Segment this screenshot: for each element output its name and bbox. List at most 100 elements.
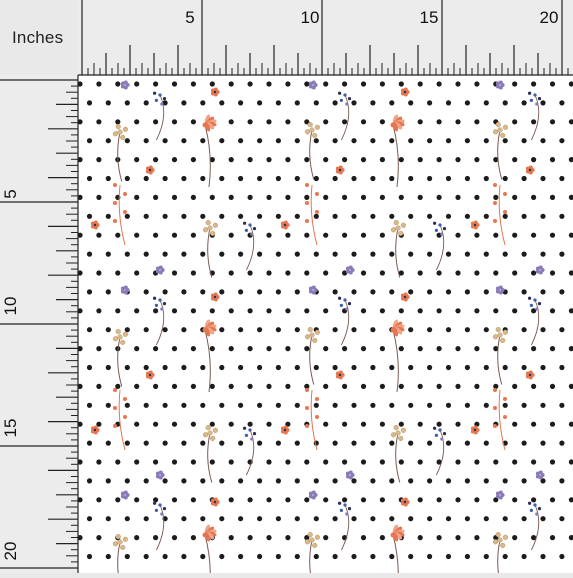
flower-center <box>390 532 396 538</box>
polka-dot <box>379 194 385 200</box>
tiny-blossom <box>158 503 162 507</box>
polka-dot <box>294 440 300 446</box>
polka-dot <box>247 119 253 125</box>
flower-stem <box>310 184 318 246</box>
lavender-petal <box>495 494 500 499</box>
polka-dot <box>228 383 234 389</box>
lavender-petal <box>495 289 500 294</box>
tiny-blossom <box>432 221 437 225</box>
polka-dot <box>436 346 442 352</box>
polka-dot <box>134 383 140 389</box>
polka-dot <box>398 81 404 87</box>
polka-dot <box>408 402 414 408</box>
polka-dot <box>398 346 404 352</box>
polka-dot <box>408 175 414 182</box>
polka-dot <box>559 440 565 446</box>
polka-dot <box>464 327 470 333</box>
polka-dot <box>436 459 442 465</box>
berry <box>314 329 320 335</box>
polka-dot <box>77 232 83 238</box>
polka-dot <box>474 497 480 503</box>
polka-dot <box>549 421 556 427</box>
polka-dot <box>209 81 215 87</box>
polka-dot <box>304 157 310 163</box>
polka-dot <box>313 402 319 408</box>
polka-dot <box>200 175 206 182</box>
polka-dot <box>313 553 319 560</box>
polka-dot <box>190 194 196 200</box>
polka-dot <box>559 364 565 371</box>
polka-dot <box>493 270 499 276</box>
coral-petal <box>403 87 408 92</box>
flower-stem <box>204 124 211 188</box>
red-bud <box>493 201 497 205</box>
polka-dot <box>181 100 187 106</box>
polka-dot <box>181 402 187 408</box>
flower-stem <box>309 334 315 385</box>
polka-dot <box>342 421 348 427</box>
polka-dot <box>351 516 357 522</box>
polka-dot <box>502 402 508 408</box>
polka-dot <box>313 478 319 484</box>
tiny-blossom <box>152 501 157 505</box>
berry <box>492 334 499 340</box>
polka-dot <box>190 497 196 503</box>
polka-dot <box>266 194 272 200</box>
coral-petal <box>204 524 211 534</box>
flower-stem <box>340 94 350 141</box>
motif-repeat <box>90 285 545 483</box>
coral-petal <box>90 429 95 434</box>
flower-center <box>213 295 217 299</box>
berry <box>304 334 311 340</box>
berry <box>210 230 216 236</box>
polka-dot <box>370 553 376 560</box>
polka-dot <box>483 364 489 371</box>
polka-dot <box>190 157 196 163</box>
polka-dot <box>474 157 480 163</box>
polka-dot <box>427 251 433 257</box>
polka-dot <box>285 270 291 276</box>
berry <box>390 227 397 233</box>
polka-dot <box>568 421 573 427</box>
polka-dot <box>190 119 196 125</box>
red-bud <box>315 415 319 419</box>
polka-dot <box>171 383 178 389</box>
polka-dot <box>77 308 83 314</box>
polka-dot <box>143 289 149 295</box>
polka-dot <box>342 119 348 125</box>
polka-dot <box>181 327 187 333</box>
polka-dot <box>332 175 338 182</box>
red-bud <box>315 210 319 214</box>
polka-dot <box>370 289 376 295</box>
flower-stem <box>497 129 503 180</box>
polka-dot <box>512 535 518 541</box>
berry <box>117 129 123 135</box>
polka-dot <box>540 289 546 295</box>
polka-dot <box>483 289 489 295</box>
coral-petal <box>392 524 399 534</box>
polka-dot <box>228 232 234 238</box>
polka-dot <box>77 383 83 389</box>
polka-dot <box>512 81 518 87</box>
berry <box>393 425 399 431</box>
polka-dot <box>464 440 470 446</box>
polka-dot <box>162 553 168 560</box>
polka-dot <box>228 308 234 314</box>
tiny-blossom <box>162 96 167 101</box>
polka-dot <box>323 383 329 389</box>
polka-dot <box>238 175 244 182</box>
lavender-petal <box>123 80 128 85</box>
tiny-blossom <box>527 296 532 300</box>
polka-dot <box>247 497 253 503</box>
tiny-blossom <box>529 508 534 513</box>
polka-dot <box>228 157 234 163</box>
polka-dot <box>209 346 215 352</box>
polka-dot <box>568 535 573 541</box>
tiny-blossom <box>244 433 249 438</box>
polka-dot <box>360 535 367 541</box>
polka-dot <box>342 81 348 87</box>
flower-stem <box>497 539 501 578</box>
left-ruler: 5 10 15 20 <box>0 75 79 573</box>
polka-dot <box>455 383 461 389</box>
